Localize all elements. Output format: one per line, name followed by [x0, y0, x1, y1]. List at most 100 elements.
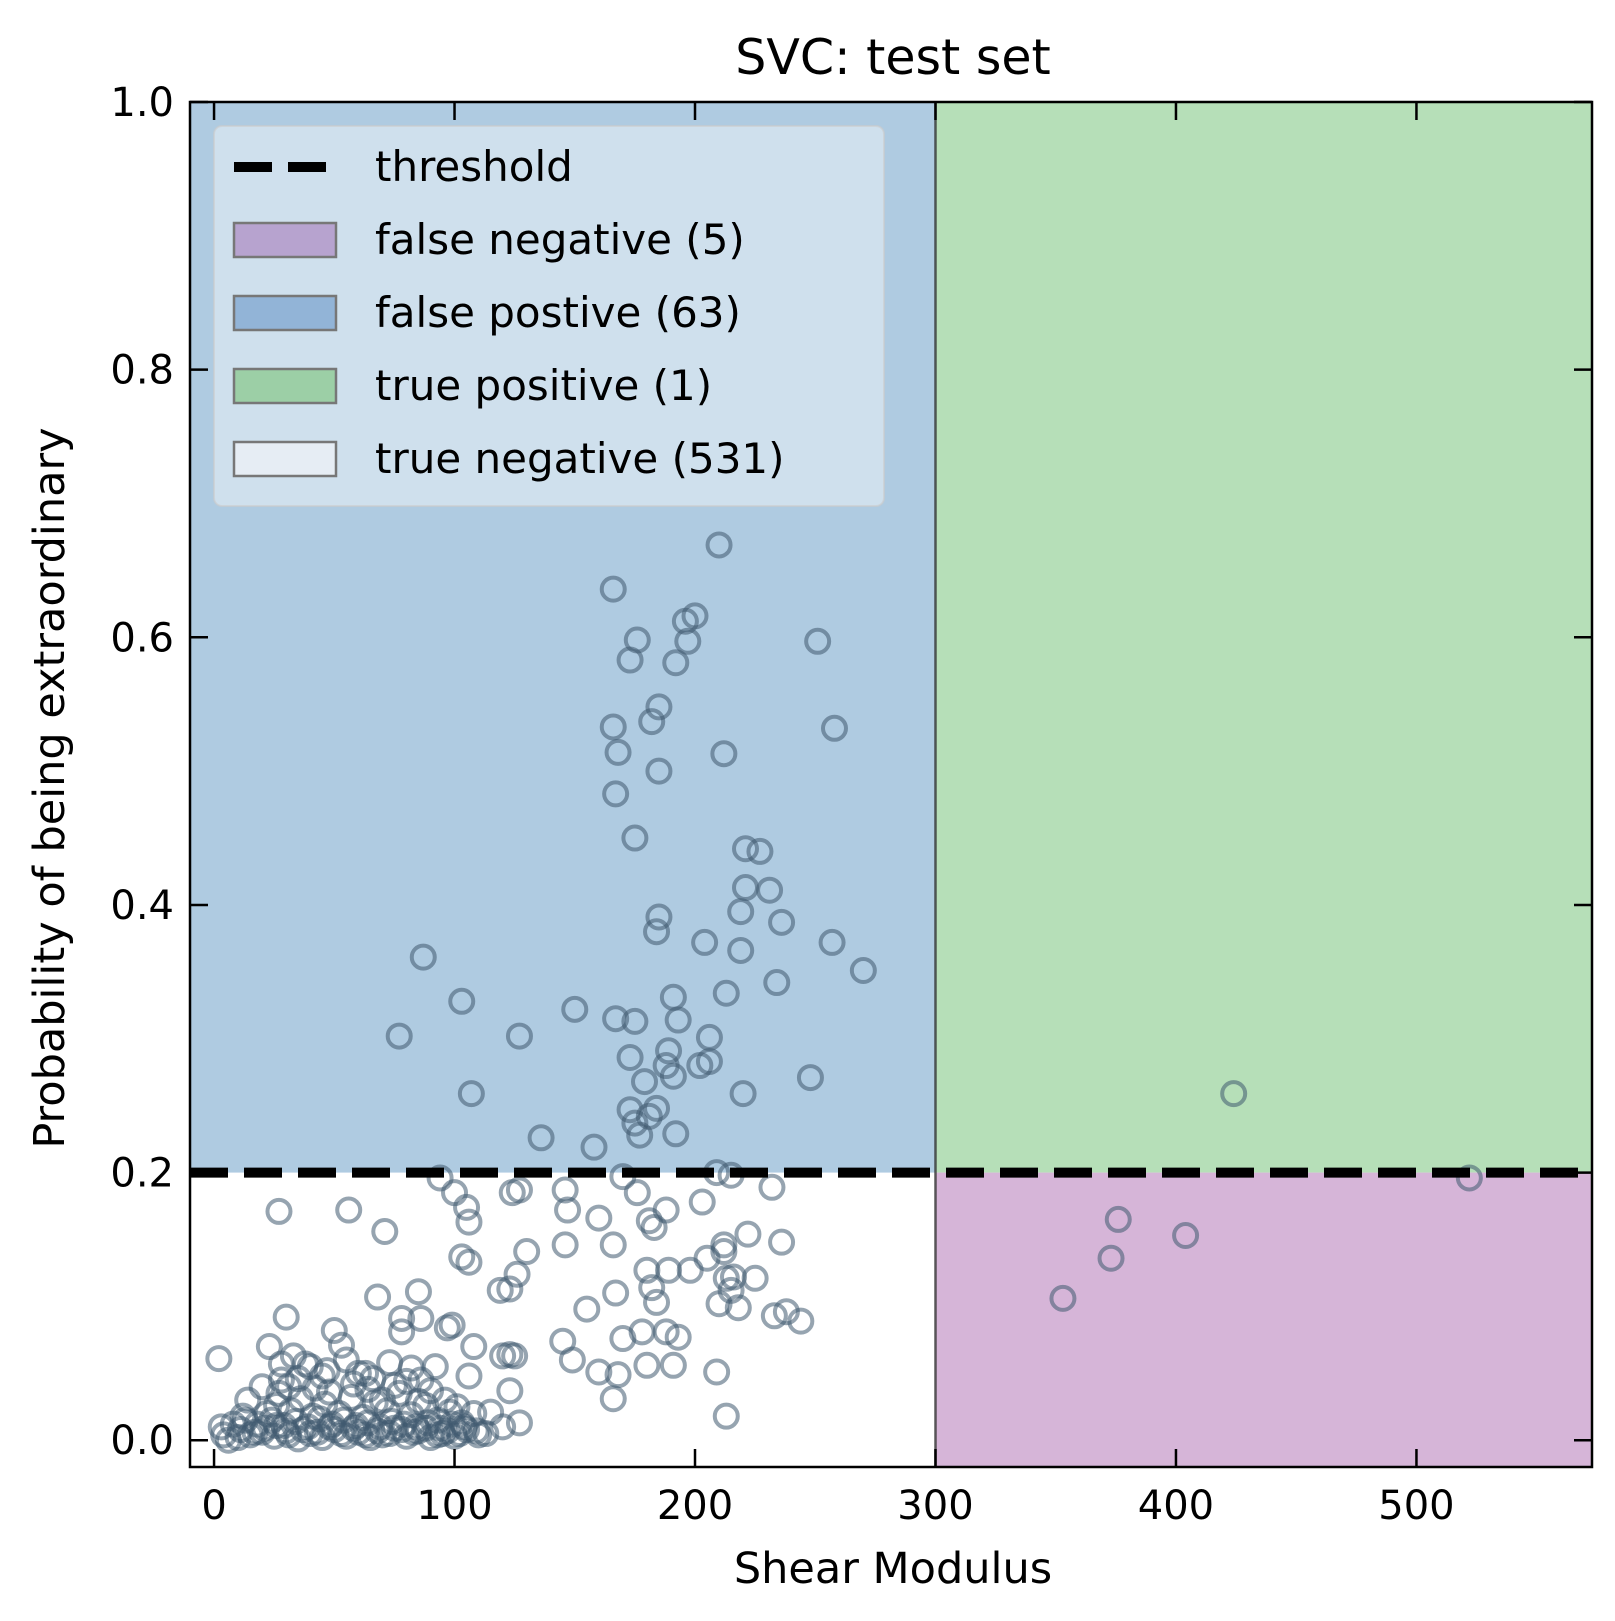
- x-axis-label: Shear Modulus: [734, 1544, 1052, 1594]
- data-point: [445, 1420, 473, 1448]
- data-point: [693, 1244, 721, 1272]
- data-point: [724, 1294, 752, 1322]
- data-point: [265, 1197, 293, 1225]
- y-tick-label: 0.2: [110, 1151, 174, 1197]
- data-point: [633, 1351, 661, 1379]
- data-point: [421, 1353, 449, 1381]
- legend-label-false-positive: false postive (63): [375, 288, 741, 337]
- data-point: [234, 1386, 262, 1414]
- data-point: [631, 1068, 659, 1096]
- axes: 0 100 200 300 400 500 0.0 0.2 0.4 0.6 0.8 1.0: [110, 80, 1594, 1529]
- data-point: [671, 607, 699, 635]
- legend-swatch-false-negative: [232, 221, 338, 259]
- data-point: [289, 1416, 317, 1444]
- data-point: [275, 1421, 303, 1449]
- data-point: [712, 1402, 740, 1430]
- data-point: [599, 1231, 627, 1259]
- data-point: [448, 1243, 476, 1271]
- data-point: [433, 1417, 461, 1445]
- data-point: [732, 835, 760, 863]
- data-point: [272, 1303, 300, 1331]
- data-point: [705, 1290, 733, 1318]
- data-point: [758, 1173, 786, 1201]
- data-point: [688, 1188, 716, 1216]
- data-point: [527, 1124, 555, 1152]
- data-point: [335, 1196, 363, 1224]
- data-point: [438, 1311, 466, 1339]
- data-point: [503, 1260, 531, 1288]
- data-point: [804, 627, 832, 655]
- data-point: [659, 1351, 687, 1379]
- data-point: [505, 1176, 533, 1204]
- data-point: [756, 876, 784, 904]
- data-point: [455, 1248, 483, 1276]
- data-point: [573, 1295, 601, 1323]
- chart-title: SVC: test set: [735, 29, 1051, 86]
- data-point: [551, 1231, 579, 1259]
- data-point: [561, 995, 589, 1023]
- data-point: [388, 1318, 416, 1346]
- data-point: [1104, 1205, 1132, 1233]
- data-point: [602, 780, 630, 808]
- data-point: [705, 531, 733, 559]
- data-point: [602, 1279, 630, 1307]
- data-point: [643, 1288, 671, 1316]
- data-point: [662, 649, 690, 677]
- region-false-positive: [190, 102, 936, 1173]
- legend-swatch-false-positive: [232, 294, 338, 332]
- x-tick-label: 400: [1138, 1483, 1214, 1529]
- data-point: [205, 1345, 233, 1373]
- data-point: [426, 1164, 454, 1192]
- plot-frame: [188, 100, 1594, 1469]
- data-point: [505, 1022, 533, 1050]
- data-point: [652, 1318, 680, 1346]
- data-point: [674, 627, 702, 655]
- data-point: [643, 1094, 671, 1122]
- data-point: [457, 1080, 485, 1108]
- data-point: [1455, 1164, 1483, 1192]
- legend-swatch-true-negative: [232, 440, 338, 478]
- x-tick-label: 100: [416, 1483, 492, 1529]
- data-point: [599, 713, 627, 741]
- data-point: [251, 1414, 279, 1442]
- data-point: [296, 1353, 324, 1381]
- data-point: [352, 1359, 380, 1387]
- data-point: [453, 1193, 481, 1221]
- data-point: [313, 1357, 341, 1385]
- region-false-negative: [935, 1172, 1592, 1467]
- data-point: [652, 1196, 680, 1224]
- data-point: [604, 738, 632, 766]
- data-point: [1097, 1244, 1125, 1272]
- legend-label-true-negative: true negative (531): [375, 434, 785, 483]
- classification-regions: [190, 102, 1592, 1467]
- data-point: [409, 943, 437, 971]
- y-tick-label: 0.4: [110, 883, 174, 929]
- data-point: [448, 987, 476, 1015]
- y-tick-label: 0.0: [110, 1418, 174, 1464]
- data-point: [505, 1409, 533, 1437]
- data-point: [638, 1274, 666, 1302]
- data-point: [621, 824, 649, 852]
- data-point: [1220, 1080, 1248, 1108]
- data-point: [371, 1217, 399, 1245]
- data-point: [664, 1006, 692, 1034]
- data-point: [741, 1264, 769, 1292]
- data-point: [659, 1062, 687, 1090]
- data-point: [486, 1276, 514, 1304]
- data-point: [734, 1220, 762, 1248]
- data-point: [818, 928, 846, 956]
- data-point: [320, 1317, 348, 1344]
- legend-box: [213, 125, 885, 507]
- data-point: [501, 1342, 529, 1370]
- data-point: [599, 575, 627, 603]
- threshold-lines: [190, 102, 1592, 1467]
- data-point: [638, 708, 666, 736]
- data-point: [1172, 1221, 1200, 1249]
- data-point: [621, 1007, 649, 1035]
- data-point: [580, 1133, 608, 1161]
- data-point: [643, 918, 671, 946]
- data-point: [691, 928, 719, 956]
- legend-label-true-positive: true positive (1): [375, 361, 712, 410]
- data-point: [695, 1048, 723, 1076]
